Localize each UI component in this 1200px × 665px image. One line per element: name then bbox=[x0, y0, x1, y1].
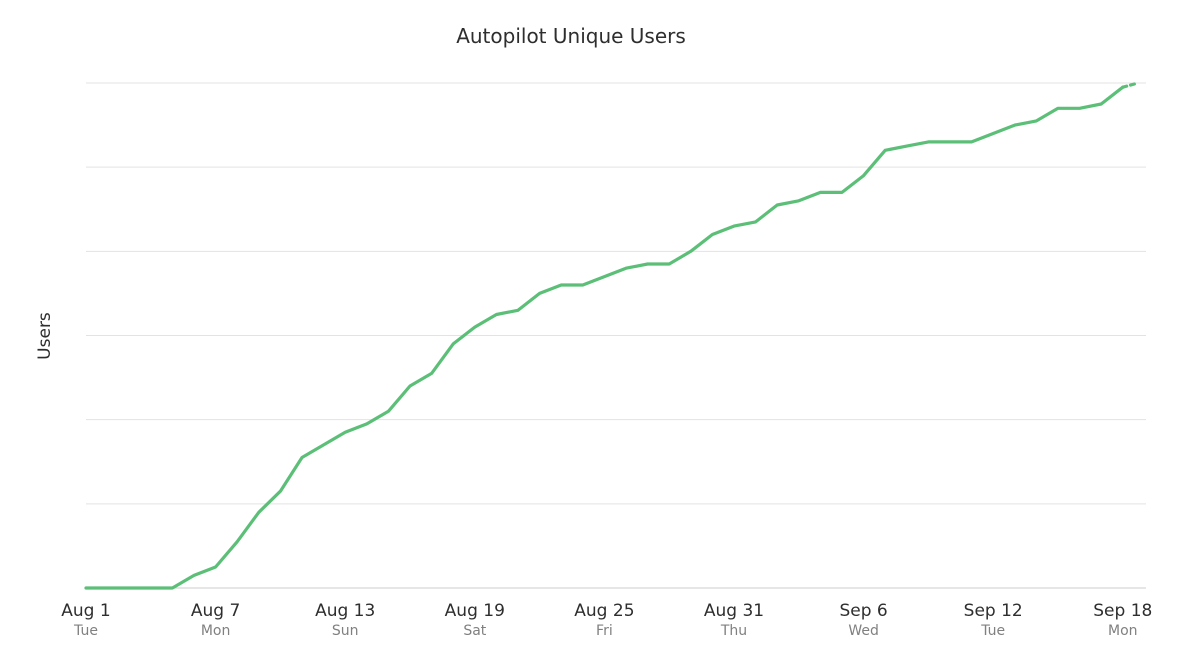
x-tick-weekday: Fri bbox=[596, 623, 613, 639]
x-tick-label: Aug 31 bbox=[704, 601, 764, 621]
x-tick-label: Sep 12 bbox=[964, 601, 1023, 621]
x-tick-weekday: Tue bbox=[980, 623, 1005, 639]
series-layer bbox=[84, 81, 1140, 590]
x-tick-weekday: Sun bbox=[332, 623, 359, 639]
x-tick-label: Aug 25 bbox=[574, 601, 634, 621]
series-line-incomplete bbox=[1121, 81, 1140, 89]
x-tick-weekday: Tue bbox=[73, 623, 98, 639]
x-tick-weekday: Sat bbox=[463, 623, 486, 639]
gridlines bbox=[86, 82, 1146, 589]
y-axis-label: Users bbox=[35, 312, 55, 360]
x-tick-weekday: Mon bbox=[1108, 623, 1138, 639]
x-tick-label: Aug 19 bbox=[445, 601, 505, 621]
x-tick-weekday: Thu bbox=[720, 623, 747, 639]
x-axis-ticks: Aug 1 Tue Aug 7 Mon Aug 13 Sun Aug 19 Sat Aug 25… bbox=[61, 601, 1152, 639]
x-tick-weekday: Wed bbox=[848, 623, 879, 639]
x-tick-weekday: Mon bbox=[201, 623, 231, 639]
x-tick-label: Sep 18 bbox=[1093, 601, 1152, 621]
x-tick-label: Aug 7 bbox=[191, 601, 240, 621]
x-tick-label: Aug 1 bbox=[61, 601, 110, 621]
chart-title: Autopilot Unique Users bbox=[456, 24, 686, 48]
x-tick-label: Aug 13 bbox=[315, 601, 375, 621]
x-tick-label: Sep 6 bbox=[839, 601, 887, 621]
series-line bbox=[84, 85, 1125, 590]
